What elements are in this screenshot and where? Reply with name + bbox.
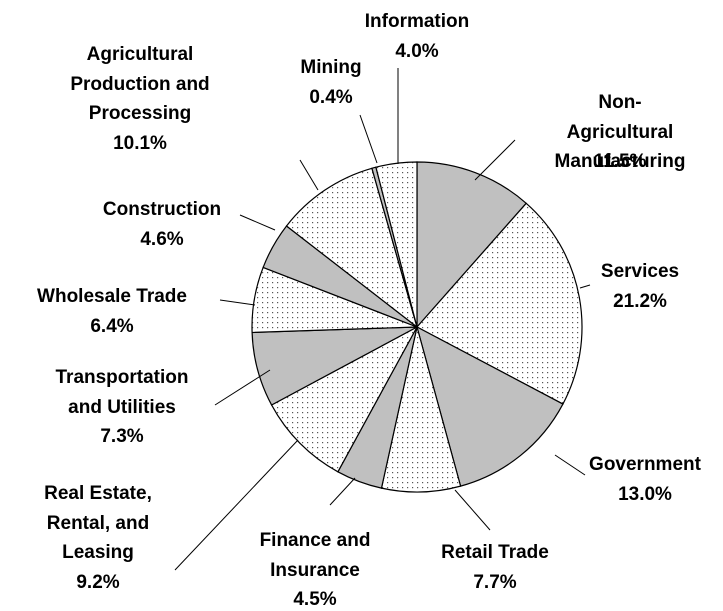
slice-label: Information	[364, 11, 470, 32]
pie-slice	[416, 325, 564, 487]
leader-line	[474, 139, 516, 181]
pie-slice	[416, 202, 583, 405]
slice-value-label: 4.0%	[395, 40, 439, 62]
slice-label: Mining	[300, 57, 362, 78]
slice-value-label: 7.3%	[100, 426, 144, 447]
leader-line	[454, 489, 491, 531]
slice-label: Real Estate, Rental, and Leasing	[44, 483, 152, 563]
leader-line	[359, 114, 378, 164]
slice-value-label: 0.4%	[309, 86, 353, 108]
pie-slice	[375, 161, 418, 328]
slice-label: Transportation and Utilities	[55, 367, 189, 418]
slice-label: Services	[600, 261, 680, 282]
slice-label: Non-Agricultural Manufacturing	[554, 92, 686, 172]
leader-line	[299, 159, 319, 191]
slice-label: Retail Trade	[441, 542, 549, 563]
leader-line	[554, 454, 586, 476]
slice-value-label: 4.6%	[140, 228, 184, 250]
leader-line	[219, 299, 256, 306]
pie-slice	[270, 325, 419, 473]
slice-value-label: 9.2%	[76, 571, 120, 593]
slice-value-label: 11.5%	[593, 151, 647, 172]
slice-label: Government	[589, 454, 701, 475]
pie-slice	[285, 167, 419, 329]
slice-value-label: 6.4%	[90, 315, 134, 337]
slice-value-label: 10.1%	[113, 132, 167, 154]
slice-value-label: 21.2%	[613, 290, 667, 312]
slice-value-label: 4.5%	[293, 589, 337, 610]
slice-value-label: 13.0%	[618, 483, 672, 505]
pie-slice	[416, 161, 528, 329]
leader-line	[214, 369, 271, 406]
leader-line	[329, 477, 356, 506]
slice-label: Wholesale Trade	[37, 286, 187, 307]
leader-line	[174, 439, 299, 571]
slice-label: Construction	[102, 199, 222, 220]
leader-line	[239, 214, 276, 231]
slice-label: Agricultural Production and Processing	[70, 44, 210, 124]
slice-value-label: 7.7%	[473, 571, 517, 593]
slice-label: Finance and Insurance	[259, 530, 371, 581]
leader-line	[579, 284, 591, 289]
